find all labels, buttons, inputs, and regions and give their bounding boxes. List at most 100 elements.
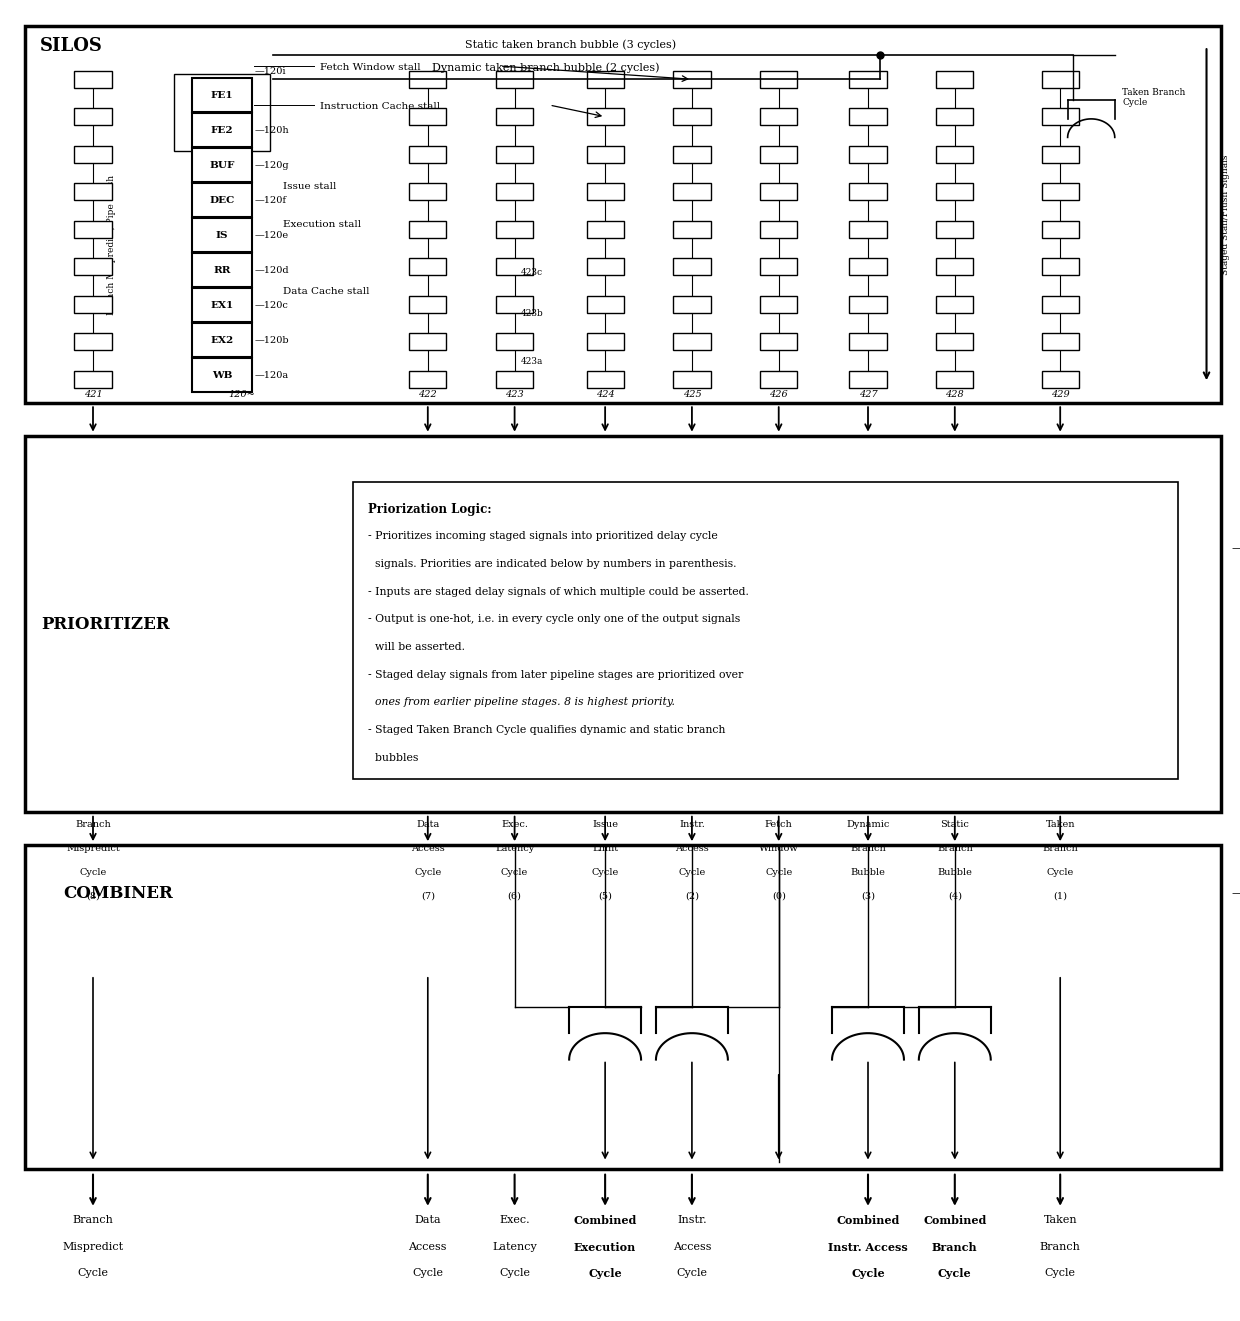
Text: Static: Static: [940, 820, 970, 830]
Text: Cycle: Cycle: [79, 868, 107, 877]
Text: (7): (7): [420, 892, 435, 901]
Text: (3): (3): [861, 892, 875, 901]
Text: —820: —820: [1231, 888, 1240, 901]
Text: Instr. Access: Instr. Access: [828, 1242, 908, 1252]
Text: (2): (2): [684, 892, 699, 901]
Text: Priorization Logic:: Priorization Logic:: [368, 503, 492, 517]
Bar: [760, 71, 797, 89]
Bar: [760, 333, 797, 350]
Bar: [587, 370, 624, 388]
Bar: [849, 184, 887, 201]
Bar: [936, 108, 973, 125]
Text: (4): (4): [947, 892, 962, 901]
Bar: [849, 221, 887, 238]
Text: PRIORITIZER: PRIORITIZER: [41, 616, 170, 633]
Bar: [409, 296, 446, 313]
Text: IS: IS: [216, 231, 228, 239]
Bar: [1042, 258, 1079, 275]
Bar: [849, 108, 887, 125]
Bar: [1042, 71, 1079, 89]
Text: RR: RR: [213, 266, 231, 275]
Text: Bubble: Bubble: [851, 868, 885, 877]
Text: —120g: —120g: [254, 161, 289, 169]
Text: Taken Branch
Cycle: Taken Branch Cycle: [1122, 89, 1185, 107]
Bar: [673, 258, 711, 275]
Bar: [587, 71, 624, 89]
Bar: [1042, 333, 1079, 350]
Bar: [192, 218, 252, 252]
Text: Exec.: Exec.: [500, 1215, 529, 1226]
Text: —120e: —120e: [254, 231, 289, 239]
Bar: [587, 221, 624, 238]
Text: will be asserted.: will be asserted.: [368, 642, 465, 653]
Bar: [936, 296, 973, 313]
Text: 423a: 423a: [521, 357, 543, 366]
Text: 120~: 120~: [228, 390, 255, 399]
Text: Taken: Taken: [1043, 1215, 1078, 1226]
Bar: [1042, 296, 1079, 313]
Text: Combined: Combined: [836, 1215, 900, 1226]
Text: —620: —620: [1231, 543, 1240, 555]
Text: Cycle: Cycle: [937, 1268, 972, 1279]
Text: Branch: Branch: [73, 1215, 113, 1226]
Bar: [192, 112, 252, 147]
Text: —120a: —120a: [254, 371, 289, 379]
Text: bubbles: bubbles: [368, 753, 419, 764]
Text: 427: 427: [858, 390, 878, 399]
Bar: [587, 108, 624, 125]
Bar: [760, 296, 797, 313]
Text: Cycle: Cycle: [77, 1268, 109, 1279]
Text: 423c: 423c: [521, 268, 543, 277]
Text: Limit: Limit: [591, 844, 619, 853]
Bar: [496, 221, 533, 238]
Text: 423b: 423b: [521, 309, 543, 318]
Bar: [849, 296, 887, 313]
Bar: [409, 221, 446, 238]
Text: Fetch: Fetch: [765, 820, 792, 830]
Text: —120d: —120d: [254, 266, 289, 275]
Text: Combined: Combined: [573, 1215, 637, 1226]
Text: FE1: FE1: [211, 91, 233, 99]
Bar: [496, 370, 533, 388]
Text: Cycle: Cycle: [591, 868, 619, 877]
Bar: [849, 71, 887, 89]
Bar: [1042, 184, 1079, 201]
Text: Cycle: Cycle: [498, 1268, 531, 1279]
Bar: [496, 258, 533, 275]
Bar: [409, 145, 446, 162]
Bar: [25, 26, 1221, 403]
Text: Branch: Branch: [851, 844, 885, 853]
Text: Dynamic taken branch bubble (2 cycles): Dynamic taken branch bubble (2 cycles): [432, 63, 660, 74]
Text: WB: WB: [212, 371, 232, 379]
Text: Execution: Execution: [574, 1242, 636, 1252]
Bar: [673, 71, 711, 89]
Bar: [174, 74, 270, 152]
Bar: [936, 184, 973, 201]
Bar: [192, 288, 252, 322]
Bar: [74, 258, 112, 275]
Text: - Output is one-hot, i.e. in every cycle only one of the output signals: - Output is one-hot, i.e. in every cycle…: [368, 614, 740, 625]
Text: Fetch Window stall: Fetch Window stall: [320, 63, 420, 71]
Text: 423: 423: [505, 390, 525, 399]
Text: Cycle: Cycle: [677, 1268, 707, 1279]
Bar: [409, 370, 446, 388]
Bar: [184, 75, 260, 115]
Bar: [74, 71, 112, 89]
Text: EX1: EX1: [211, 301, 233, 309]
Bar: [936, 333, 973, 350]
Text: Issue: Issue: [593, 820, 618, 830]
Text: Access: Access: [672, 1242, 712, 1252]
Text: Data: Data: [417, 820, 439, 830]
Text: Cycle: Cycle: [765, 868, 792, 877]
Bar: [587, 184, 624, 201]
Text: Branch: Branch: [76, 820, 110, 830]
Text: - Inputs are staged delay signals of which multiple could be asserted.: - Inputs are staged delay signals of whi…: [368, 587, 749, 597]
Bar: [587, 296, 624, 313]
Bar: [673, 333, 711, 350]
Bar: [192, 148, 252, 182]
Bar: [192, 358, 252, 392]
Text: Issue stall: Issue stall: [283, 182, 336, 192]
Bar: [74, 296, 112, 313]
Text: SILOS: SILOS: [40, 37, 103, 55]
Text: Branch Mispredict, Pipe Flush: Branch Mispredict, Pipe Flush: [107, 174, 117, 314]
